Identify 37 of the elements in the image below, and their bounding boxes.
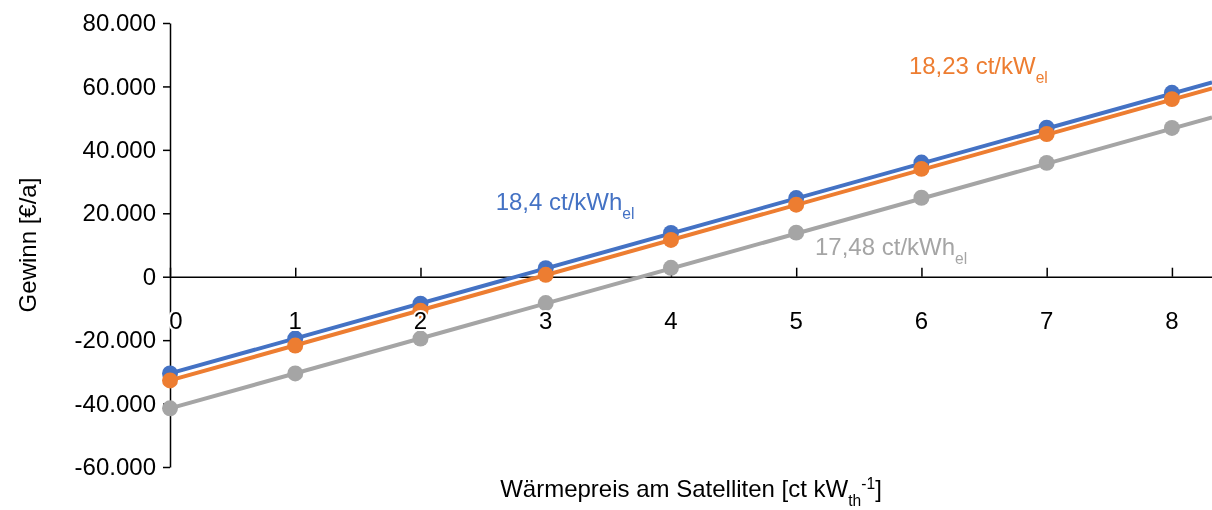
- y-tick-label: 80.000: [82, 9, 156, 37]
- point: [662, 231, 679, 248]
- y-axis-title: Gewinn [€/a]: [14, 177, 41, 313]
- point: [788, 196, 805, 213]
- x-axis-title: Wärmepreis am Satelliten [ct kW$_{th}$$^{-1}$]: [500, 474, 882, 509]
- point: [1038, 154, 1055, 171]
- y-tick-label: 40.000: [82, 136, 156, 164]
- point: [537, 295, 554, 311]
- series-label: 18,4 ct/kWh$_{el}$: [495, 188, 635, 222]
- point: [412, 330, 429, 347]
- point: [1038, 126, 1055, 142]
- x-tick-label: 5: [789, 306, 803, 334]
- y-tick-label: 20.000: [82, 199, 156, 227]
- point: [1163, 120, 1180, 136]
- x-tick-label: 8: [1165, 306, 1179, 334]
- point: [913, 189, 930, 206]
- y-tick-label: -20.000: [74, 326, 156, 354]
- y-tick-label: -40.000: [74, 389, 156, 417]
- series-label: 17,48 ct/kWh$_{el}$: [814, 232, 968, 267]
- x-tick-label: 1: [288, 306, 302, 334]
- y-tick-label: -60.000: [74, 453, 156, 481]
- point: [287, 365, 304, 382]
- point: [1163, 91, 1180, 108]
- y-tick-label: 0: [142, 262, 156, 290]
- x-tick-label: 6: [914, 306, 929, 334]
- point: [662, 259, 679, 276]
- y-tick-label: 60.000: [82, 72, 156, 100]
- x-tick-label: 7: [1040, 306, 1054, 334]
- point: [162, 372, 178, 389]
- x-tick-label: 4: [664, 306, 678, 334]
- point: [913, 160, 930, 177]
- point: [287, 337, 304, 354]
- point: [788, 224, 805, 241]
- point: [537, 266, 554, 283]
- x-tick-label: 3: [539, 306, 553, 334]
- point: [162, 400, 178, 417]
- series-label: 18,23 ct/kW$_{el}$: [908, 51, 1048, 86]
